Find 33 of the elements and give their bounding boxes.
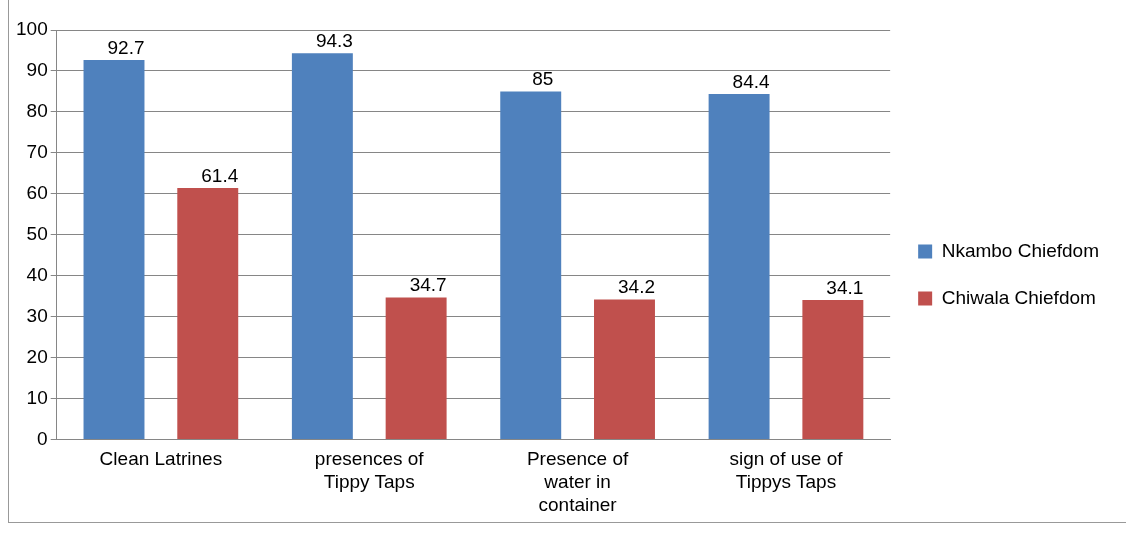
- y-tick-label: 50: [26, 223, 48, 245]
- bar: [500, 91, 562, 440]
- bar: [177, 188, 239, 440]
- data-label: 34.1: [826, 276, 864, 298]
- y-tick-label: 80: [26, 100, 48, 122]
- legend-label: Chiwala Chiefdom: [941, 286, 1096, 308]
- data-label: 85: [532, 68, 554, 90]
- x-tick-label: presences of Tippy Taps: [314, 448, 425, 493]
- y-tick-label: 70: [26, 141, 48, 163]
- y-tick-label: 30: [26, 304, 48, 326]
- bar: [83, 59, 145, 440]
- bar: [594, 299, 655, 440]
- y-tick-label: 20: [26, 345, 48, 367]
- y-tick-label: 0: [37, 427, 48, 449]
- y-tick-label: 10: [26, 386, 48, 408]
- y-tick-label: 60: [26, 182, 48, 204]
- data-label: 34.7: [409, 274, 447, 296]
- data-label: 92.7: [107, 36, 145, 58]
- x-tick-label: Presence of water in container: [526, 448, 630, 515]
- x-tick-label: sign of use of Tippys Taps: [729, 448, 844, 493]
- bar: [708, 93, 770, 440]
- x-tick-label: Clean Latrines: [99, 448, 223, 470]
- legend-label: Nkambo Chiefdom: [941, 239, 1099, 261]
- bar: [291, 53, 353, 440]
- y-tick-label: 40: [26, 263, 48, 285]
- y-tick-label: 90: [26, 59, 48, 81]
- bar: [385, 297, 447, 440]
- data-label: 61.4: [201, 164, 239, 186]
- data-label: 34.2: [618, 276, 655, 298]
- y-tick-label: 100: [16, 18, 48, 40]
- data-label: 84.4: [732, 70, 771, 92]
- data-label: 94.3: [315, 30, 353, 52]
- bar: [802, 299, 864, 440]
